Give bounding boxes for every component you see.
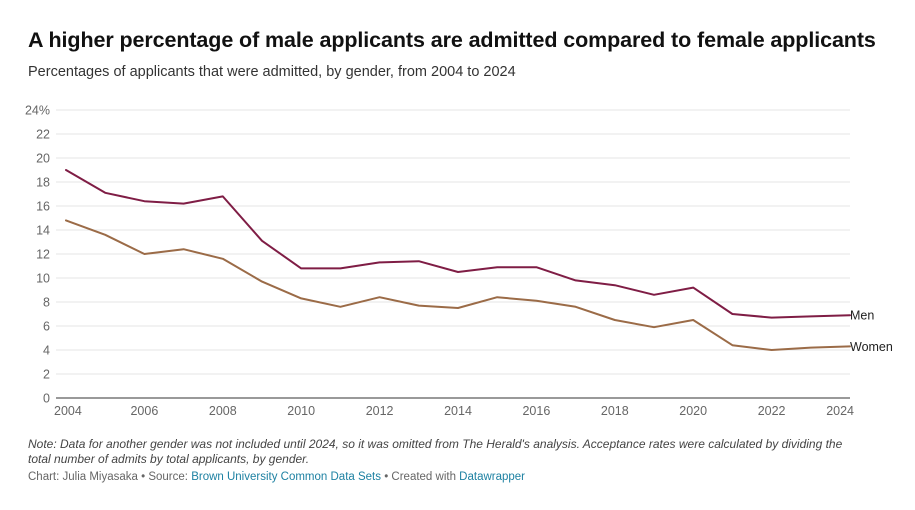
series-labels: Men Women	[850, 309, 893, 354]
y-tick-label: 6	[43, 320, 50, 334]
gridlines	[56, 109, 850, 375]
x-tick-label: 2008	[209, 404, 237, 418]
source-link[interactable]: Brown University Common Data Sets	[191, 471, 381, 483]
x-axis-ticks: 2004 2006 2008 2010 2012 2014 2016 2018 2020 2022…	[54, 404, 854, 418]
x-tick-label: 2016	[522, 404, 550, 418]
y-tick-label: 10	[36, 272, 50, 286]
credit-separator: • Created with	[381, 471, 460, 483]
y-tick-label: 8	[43, 296, 50, 310]
y-tick-label: 16	[36, 200, 50, 214]
chart-note: Note: Data for another gender was not in…	[28, 437, 843, 466]
x-tick-label: 2006	[130, 404, 158, 418]
y-tick-label: 12	[36, 248, 50, 262]
series-label-women: Women	[850, 340, 893, 354]
x-tick-label: 2018	[601, 404, 629, 418]
y-tick-label: 18	[36, 176, 50, 190]
series-line-men	[65, 169, 851, 319]
x-tick-label: 2020	[679, 404, 707, 418]
x-tick-label: 2012	[366, 404, 394, 418]
y-tick-label: 2	[43, 368, 50, 382]
x-tick-label: 2010	[287, 404, 315, 418]
x-tick-label: 2024	[826, 404, 854, 418]
y-tick-label: 14	[36, 224, 50, 238]
x-tick-label: 2004	[54, 404, 82, 418]
chart-title: A higher percentage of male applicants a…	[28, 28, 876, 52]
x-tick-label: 2022	[758, 404, 786, 418]
chart-credits: Chart: Julia Miyasaka • Source: Brown Un…	[28, 471, 525, 483]
y-tick-label: 24%	[25, 104, 50, 118]
y-tick-label: 22	[36, 128, 50, 142]
series-line-women	[65, 219, 851, 351]
datawrapper-link[interactable]: Datawrapper	[459, 471, 526, 483]
y-axis-ticks: 0 2 4 6 8 10 12 14 16 18 20 22 24%	[25, 104, 50, 406]
y-tick-label: 0	[43, 392, 50, 406]
series-lines	[65, 169, 851, 351]
chart-subtitle: Percentages of applicants that were admi…	[28, 64, 516, 80]
series-label-men: Men	[850, 309, 874, 323]
credit-prefix: Chart: Julia Miyasaka • Source:	[28, 471, 192, 483]
y-tick-label: 20	[36, 152, 50, 166]
y-tick-label: 4	[43, 344, 50, 358]
x-tick-label: 2014	[444, 404, 472, 418]
